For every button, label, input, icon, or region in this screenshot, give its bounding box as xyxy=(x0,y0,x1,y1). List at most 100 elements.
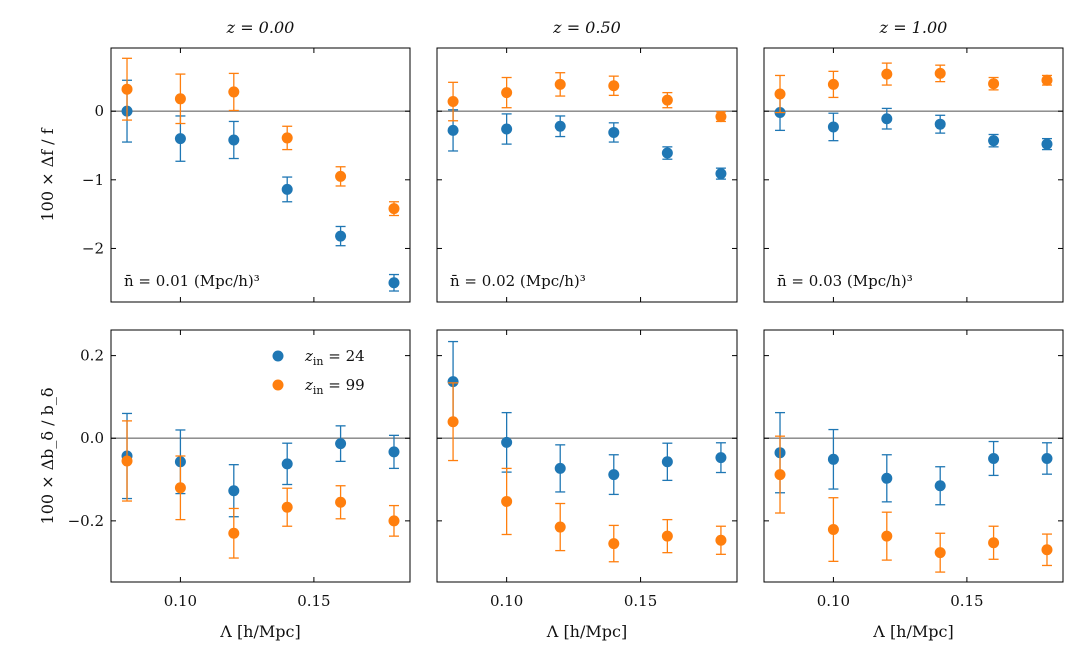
data-point-z24 xyxy=(827,121,839,133)
data-point-z24 xyxy=(1041,138,1053,150)
data-point-z24 xyxy=(388,446,400,458)
data-point-z99 xyxy=(1041,544,1053,556)
y-tick-label: 0 xyxy=(94,102,104,120)
data-point-z24 xyxy=(501,436,513,448)
data-point-z99 xyxy=(174,482,186,494)
data-point-z24 xyxy=(281,183,293,195)
panel-data xyxy=(121,57,400,292)
data-point-z24 xyxy=(608,469,620,481)
data-point-z24 xyxy=(934,118,946,130)
data-point-z99 xyxy=(121,83,133,95)
data-point-z24 xyxy=(447,376,459,388)
data-point-z99 xyxy=(447,416,459,428)
data-point-z99 xyxy=(988,78,1000,90)
panel-frame xyxy=(436,47,738,303)
panel-data xyxy=(774,411,1053,573)
legend: zin = 24 zin = 99 xyxy=(272,347,365,397)
data-point-z99 xyxy=(881,530,893,542)
data-point-z99 xyxy=(661,530,673,542)
data-point-z99 xyxy=(281,501,293,513)
panel-title: z = 0.00 xyxy=(226,18,295,37)
data-point-z99 xyxy=(335,170,347,182)
panel-r0-c0: −2 −1 0 z = 0.00 n̄ = 0.01 (Mpc/h)³ xyxy=(82,18,411,303)
data-point-z24 xyxy=(715,168,727,180)
data-point-z99 xyxy=(774,469,786,481)
data-point-z24 xyxy=(988,135,1000,147)
data-point-z99 xyxy=(881,68,893,80)
data-point-z24 xyxy=(554,462,566,474)
data-point-z99 xyxy=(661,94,673,106)
data-point-z24 xyxy=(715,452,727,464)
x-tick-label: 0.10 xyxy=(164,592,197,610)
data-point-z99 xyxy=(988,537,1000,549)
panel-r0-c1: z = 0.50 n̄ = 0.02 (Mpc/h)³ xyxy=(436,18,738,303)
y-tick-label: −0.2 xyxy=(68,512,104,530)
panel-data xyxy=(121,412,400,559)
legend-label-z99: zin = 99 xyxy=(304,376,365,397)
x-tick-label: 0.10 xyxy=(817,592,850,610)
data-point-z99 xyxy=(1041,74,1053,86)
legend-label-part: z xyxy=(304,376,313,394)
data-point-z24 xyxy=(228,134,240,146)
data-point-z99 xyxy=(501,87,513,99)
data-point-z99 xyxy=(174,93,186,105)
legend-label-part: = 99 xyxy=(324,376,365,394)
data-point-z99 xyxy=(554,521,566,533)
legend-marker-z99 xyxy=(272,379,284,391)
data-point-z24 xyxy=(827,453,839,465)
legend-marker-z24 xyxy=(272,350,284,362)
panel-title: z = 1.00 xyxy=(879,18,948,37)
panel-frame xyxy=(110,47,411,303)
y-axis-label: 100 × Δf / f xyxy=(38,127,57,221)
panel-data xyxy=(447,72,727,180)
legend-label-part: in xyxy=(313,355,324,368)
data-point-z99 xyxy=(121,455,133,467)
data-point-z99 xyxy=(501,495,513,507)
data-point-z99 xyxy=(715,111,727,123)
x-tick-label: 0.15 xyxy=(950,592,983,610)
y-axis-label: 100 × Δb_δ / b_δ xyxy=(38,388,57,525)
data-point-z99 xyxy=(774,88,786,100)
legend-label-z24: zin = 24 xyxy=(304,347,365,368)
data-point-z99 xyxy=(228,527,240,539)
data-point-z99 xyxy=(447,96,459,108)
data-point-z99 xyxy=(388,203,400,215)
panel-frame xyxy=(763,329,1064,583)
panel-frame xyxy=(436,329,738,583)
y-tick-label: 0.2 xyxy=(80,347,104,365)
x-tick-label: 0.15 xyxy=(624,592,657,610)
data-point-z24 xyxy=(281,458,293,470)
legend-label-part: in xyxy=(313,384,324,397)
data-point-z99 xyxy=(608,538,620,550)
data-point-z99 xyxy=(554,78,566,90)
data-point-z24 xyxy=(608,126,620,138)
panel-frame xyxy=(763,47,1064,303)
x-axis-label: Λ [h/Mpc] xyxy=(219,622,300,641)
density-annotation: n̄ = 0.02 (Mpc/h)³ xyxy=(450,272,586,290)
data-point-z99 xyxy=(281,132,293,144)
data-point-z99 xyxy=(388,515,400,527)
data-point-z99 xyxy=(608,80,620,92)
data-point-z24 xyxy=(174,133,186,145)
x-tick-label: 0.15 xyxy=(297,592,330,610)
data-point-z24 xyxy=(228,485,240,497)
y-tick-label: 0.0 xyxy=(80,429,104,447)
data-point-z24 xyxy=(388,277,400,289)
data-point-z24 xyxy=(661,456,673,468)
y-tick-label: −1 xyxy=(82,171,104,189)
data-point-z99 xyxy=(335,496,347,508)
data-point-z24 xyxy=(554,120,566,132)
panel-r1-c2: 0.10 0.15 Λ [h/Mpc] xyxy=(763,329,1064,641)
panel-r1-c0: −0.2 0.0 0.2 0.10 0.15 Λ [h/Mpc] xyxy=(68,329,411,641)
legend-label-part: = 24 xyxy=(324,347,365,365)
y-tick-label: −2 xyxy=(82,239,104,257)
panel-r0-c2: z = 1.00 n̄ = 0.03 (Mpc/h)³ xyxy=(763,18,1064,303)
data-point-z24 xyxy=(447,124,459,136)
data-point-z24 xyxy=(661,147,673,159)
x-axis-label: Λ [h/Mpc] xyxy=(546,622,627,641)
x-axis-label: Λ [h/Mpc] xyxy=(872,622,953,641)
data-point-z24 xyxy=(881,113,893,125)
panel-frame xyxy=(110,329,411,583)
data-point-z99 xyxy=(715,534,727,546)
